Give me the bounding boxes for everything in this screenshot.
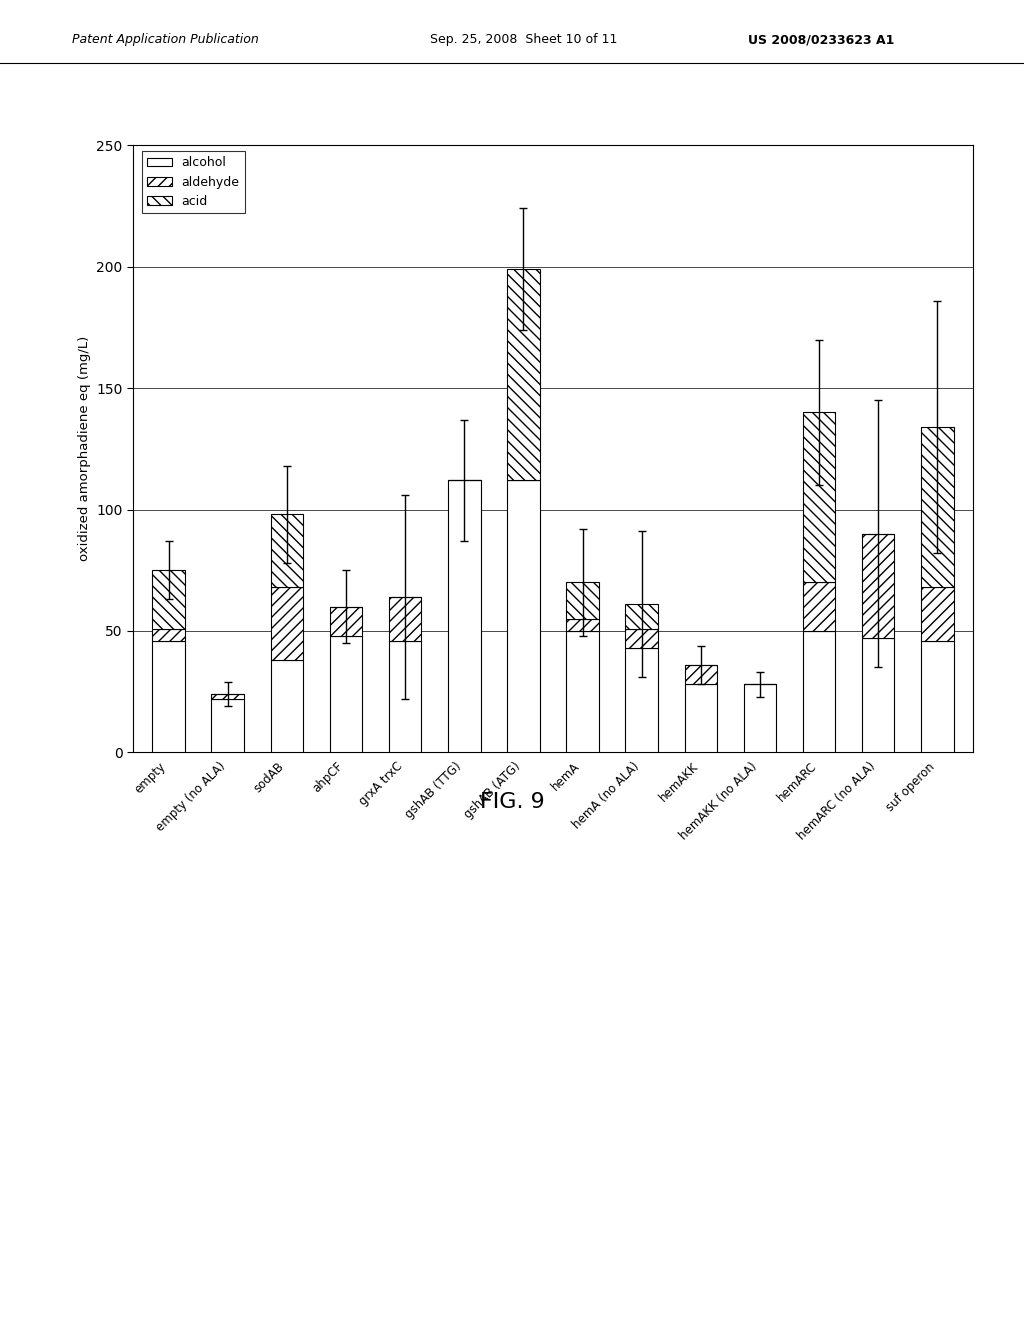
Text: US 2008/0233623 A1: US 2008/0233623 A1	[748, 33, 894, 46]
Text: Sep. 25, 2008  Sheet 10 of 11: Sep. 25, 2008 Sheet 10 of 11	[430, 33, 617, 46]
Bar	[743, 684, 776, 752]
Bar	[270, 587, 303, 660]
Legend: alcohol, aldehyde, acid: alcohol, aldehyde, acid	[141, 152, 245, 213]
Bar	[862, 639, 894, 752]
Bar	[153, 640, 185, 752]
Bar	[626, 648, 658, 752]
Text: Patent Application Publication: Patent Application Publication	[72, 33, 258, 46]
Bar	[921, 587, 953, 640]
Bar	[566, 619, 599, 631]
Text: FIG. 9: FIG. 9	[479, 792, 545, 812]
Bar	[330, 636, 362, 752]
Bar	[566, 582, 599, 619]
Bar	[566, 631, 599, 752]
Bar	[270, 515, 303, 587]
Bar	[449, 480, 480, 752]
Bar	[389, 597, 422, 640]
Bar	[803, 412, 836, 582]
Bar	[153, 570, 185, 628]
Bar	[803, 631, 836, 752]
Bar	[803, 582, 836, 631]
Bar	[626, 628, 658, 648]
Bar	[684, 684, 717, 752]
Bar	[330, 607, 362, 636]
Bar	[212, 694, 244, 700]
Bar	[153, 628, 185, 640]
Bar	[862, 533, 894, 639]
Bar	[507, 480, 540, 752]
Bar	[921, 640, 953, 752]
Bar	[507, 269, 540, 480]
Bar	[212, 700, 244, 752]
Y-axis label: oxidized amorphadiene eq (mg/L): oxidized amorphadiene eq (mg/L)	[78, 337, 91, 561]
Bar	[626, 605, 658, 628]
Bar	[684, 665, 717, 684]
Bar	[270, 660, 303, 752]
Bar	[921, 426, 953, 587]
Bar	[389, 640, 422, 752]
